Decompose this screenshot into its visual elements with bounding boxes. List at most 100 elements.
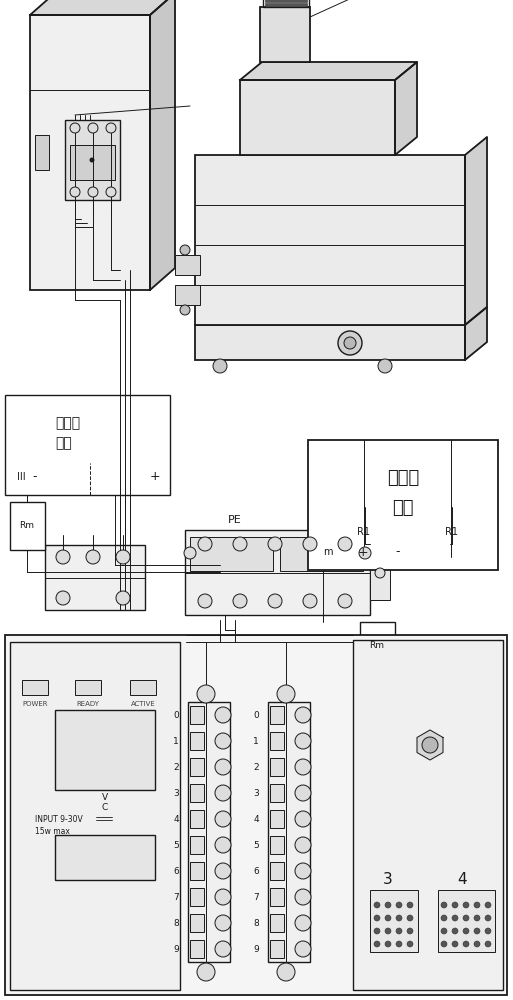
Text: 15w max: 15w max [35, 828, 70, 836]
Circle shape [344, 337, 356, 349]
Circle shape [396, 941, 402, 947]
Bar [45, 545, 145, 610]
Bar [280, 537, 363, 571]
Bar [190, 537, 273, 571]
Text: 1: 1 [173, 736, 179, 746]
Text: V: V [102, 794, 108, 802]
Bar [188, 702, 230, 962]
Polygon shape [30, 0, 175, 15]
Text: READY: READY [76, 701, 100, 707]
Circle shape [56, 591, 70, 605]
Bar [190, 914, 204, 932]
Text: 电压传: 电压传 [387, 469, 419, 487]
Text: POWER: POWER [22, 701, 48, 707]
Bar [22, 680, 48, 695]
Bar [270, 914, 284, 932]
Circle shape [215, 941, 231, 957]
Circle shape [359, 547, 371, 559]
Circle shape [407, 915, 413, 921]
Polygon shape [240, 62, 417, 80]
Circle shape [374, 928, 380, 934]
Bar [270, 836, 284, 854]
Circle shape [198, 594, 212, 608]
Circle shape [295, 707, 311, 723]
Bar [190, 732, 204, 750]
Text: 5: 5 [173, 840, 179, 850]
Circle shape [106, 123, 116, 133]
Bar [190, 862, 204, 880]
Circle shape [70, 123, 80, 133]
Circle shape [116, 550, 130, 564]
Text: 0: 0 [253, 710, 259, 720]
Text: 4: 4 [173, 814, 179, 824]
Text: PE: PE [228, 515, 242, 525]
Circle shape [375, 568, 385, 578]
Text: 6: 6 [173, 866, 179, 876]
Circle shape [268, 537, 282, 551]
Bar [438, 890, 495, 952]
Circle shape [197, 963, 215, 981]
Circle shape [86, 550, 100, 564]
Bar [265, 0, 307, 2]
Text: 9: 9 [173, 944, 179, 954]
Bar [190, 706, 204, 724]
Circle shape [303, 594, 317, 608]
Bar [268, 702, 310, 962]
Bar [190, 888, 204, 906]
Circle shape [215, 889, 231, 905]
Circle shape [385, 941, 391, 947]
Circle shape [295, 811, 311, 827]
Text: 6: 6 [253, 866, 259, 876]
Polygon shape [150, 0, 175, 290]
Bar [270, 732, 284, 750]
Circle shape [474, 902, 480, 908]
Circle shape [215, 707, 231, 723]
Circle shape [338, 331, 362, 355]
Text: -: - [33, 471, 37, 484]
Circle shape [215, 837, 231, 853]
Circle shape [474, 928, 480, 934]
Text: 2: 2 [173, 762, 179, 772]
Circle shape [303, 537, 317, 551]
Bar [270, 784, 284, 802]
Bar [5, 395, 170, 495]
Bar [55, 835, 155, 880]
Bar [30, 15, 150, 290]
Text: 9: 9 [253, 944, 259, 954]
Polygon shape [417, 730, 443, 760]
Circle shape [88, 123, 98, 133]
Circle shape [197, 685, 215, 703]
Circle shape [295, 759, 311, 775]
Text: 4: 4 [253, 814, 259, 824]
Circle shape [452, 915, 458, 921]
Bar [10, 502, 45, 550]
Circle shape [374, 915, 380, 921]
Text: 1: 1 [253, 736, 259, 746]
Text: -: - [396, 546, 400, 558]
Bar [75, 680, 101, 695]
Text: 8: 8 [173, 918, 179, 928]
Text: 3: 3 [173, 788, 179, 798]
Bar [308, 440, 498, 570]
Circle shape [215, 915, 231, 931]
Circle shape [474, 941, 480, 947]
Bar [190, 758, 204, 776]
Text: +: + [150, 471, 160, 484]
Circle shape [441, 928, 447, 934]
Circle shape [268, 594, 282, 608]
Circle shape [485, 941, 491, 947]
Bar [360, 622, 395, 670]
Bar [10, 642, 180, 990]
Bar [185, 530, 370, 615]
Text: 3: 3 [383, 872, 393, 888]
Circle shape [277, 685, 295, 703]
Bar [265, 3, 307, 7]
Bar [270, 758, 284, 776]
Bar [263, 0, 309, 7]
Circle shape [485, 928, 491, 934]
Circle shape [295, 733, 311, 749]
Polygon shape [465, 307, 487, 360]
Text: C: C [102, 804, 108, 812]
Circle shape [295, 915, 311, 931]
Bar [370, 545, 390, 600]
